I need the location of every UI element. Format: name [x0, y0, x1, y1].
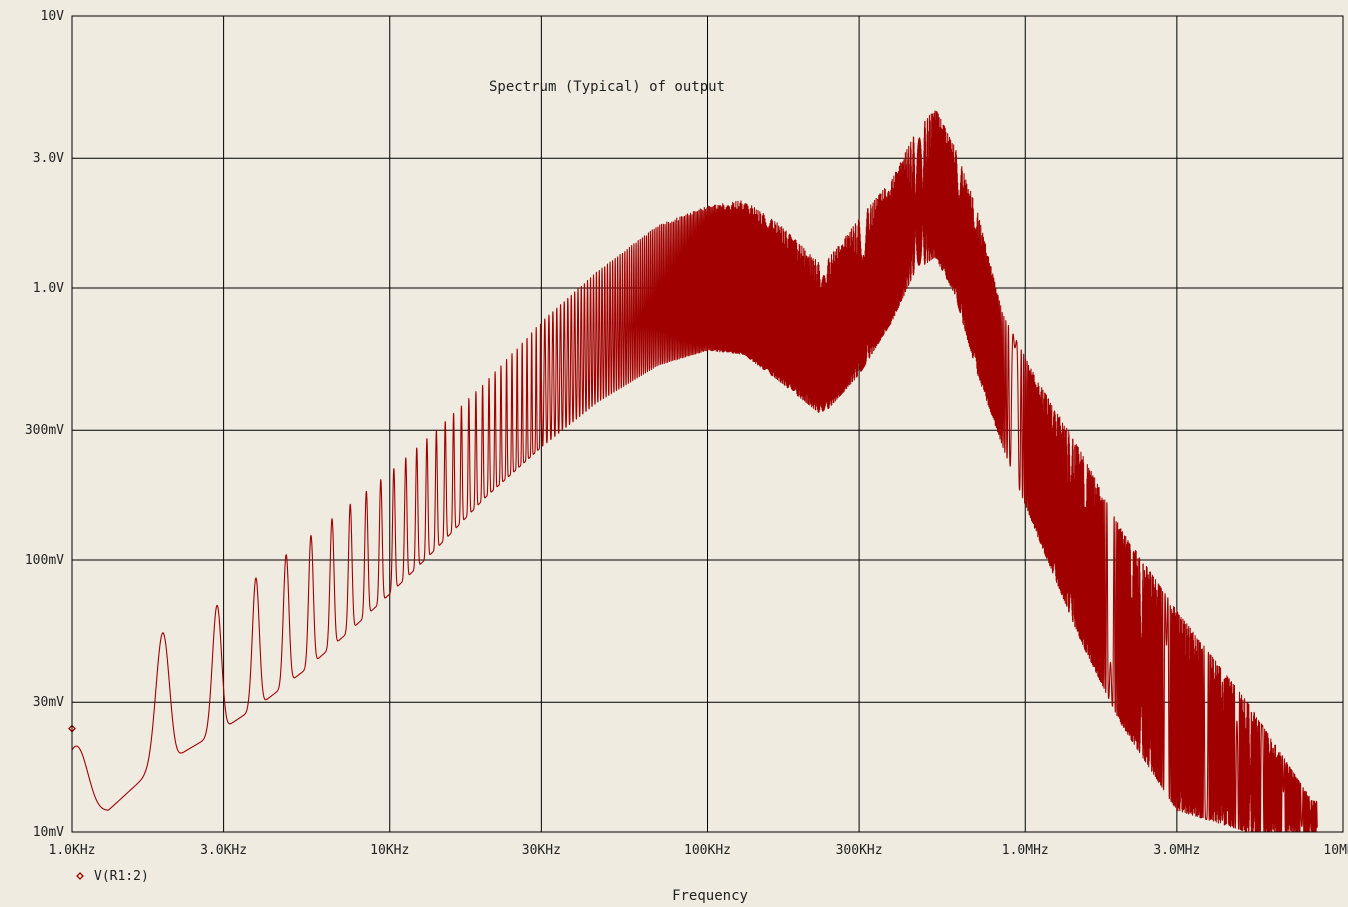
x-tick-label: 300KHz: [836, 843, 883, 858]
x-tick-label: 1.0MHz: [1002, 843, 1049, 858]
x-tick-label: 10MHz: [1323, 843, 1348, 858]
trace-group: [68, 110, 1318, 833]
chart-title: Spectrum (Typical) of output: [489, 79, 725, 95]
x-tick-label: 100KHz: [684, 843, 731, 858]
y-tick-label: 100mV: [25, 553, 64, 568]
legend-marker-diamond-icon: [76, 872, 84, 880]
legend[interactable]: V(R1:2): [76, 869, 149, 884]
y-tick-label: 300mV: [25, 423, 64, 438]
x-axis-label: Frequency: [672, 888, 748, 904]
x-tick-label: 1.0KHz: [49, 843, 96, 858]
y-tick-label: 30mV: [33, 695, 64, 710]
grid-lines: [72, 16, 1343, 832]
x-tick-label: 3.0KHz: [200, 843, 247, 858]
y-tick-label: 3.0V: [33, 151, 64, 166]
trace-v-r1-2[interactable]: [71, 110, 1318, 833]
x-tick-label: 30KHz: [522, 843, 561, 858]
y-tick-label: 1.0V: [33, 281, 64, 296]
x-tick-label: 10KHz: [370, 843, 409, 858]
legend-series-label: V(R1:2): [94, 869, 149, 884]
plot-frame: [71, 15, 1344, 833]
y-tick-label: 10V: [41, 9, 65, 24]
x-tick-label: 3.0MHz: [1153, 843, 1200, 858]
y-axis-tick-labels: 10V 3.0V 1.0V 300mV 100mV 30mV 10mV: [25, 9, 64, 840]
trace-marker-diamond: [1225, 776, 1234, 785]
x-axis-tick-labels: 1.0KHz 3.0KHz 10KHz 30KHz 100KHz 300KHz 1.0MHz…: [49, 843, 1348, 858]
y-tick-label: 10mV: [33, 825, 64, 840]
